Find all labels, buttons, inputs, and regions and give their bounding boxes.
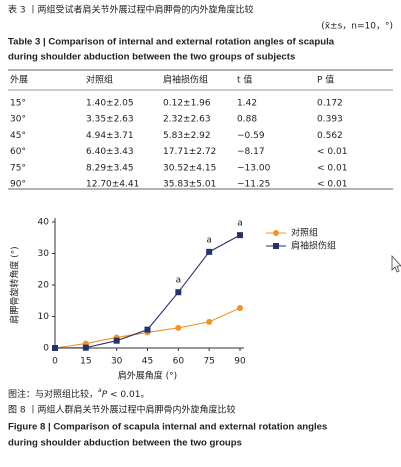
table-header: t 值 (237, 74, 252, 86)
figure-caption-en: during shoulder abduction between the tw… (8, 438, 242, 449)
table-cell: 2.32±2.63 (163, 115, 211, 125)
table-cell: < 0.01 (317, 163, 347, 173)
data-point (144, 326, 151, 333)
y-tick-label: 0 (43, 344, 49, 354)
table-cell: < 0.01 (317, 147, 347, 157)
data-point (237, 304, 243, 311)
x-tick-label: 0 (52, 357, 58, 367)
data-point (175, 324, 182, 331)
legend-label: 肩袖损伤组 (291, 240, 336, 252)
table-cell: 1.40±2.05 (86, 99, 134, 109)
data-point (82, 344, 89, 351)
table-cell: 0.562 (317, 131, 343, 141)
data-point (206, 248, 213, 255)
table-cell: 4.94±3.71 (86, 131, 134, 141)
table-header: P 值 (317, 74, 334, 86)
table-cell: 90° (10, 180, 26, 190)
table-cell: 17.71±2.72 (163, 147, 216, 157)
table-cell: 6.40±3.43 (86, 147, 134, 157)
table-title-en: during shoulder abduction between the tw… (8, 52, 295, 63)
table-cell: 60° (10, 147, 26, 157)
legend-marker (273, 243, 279, 249)
data-point (175, 289, 182, 296)
table-cell: 0.172 (317, 99, 343, 109)
table-header: 对照组 (86, 74, 113, 86)
table-cell: 45° (10, 131, 26, 141)
x-tick-label: 60 (173, 357, 185, 367)
table-title-en: Table 3 | Comparison of internal and ext… (8, 37, 335, 48)
table-cell: −8.17 (237, 147, 265, 157)
table-header: 肩袖损伤组 (163, 74, 208, 86)
note-p: P (102, 390, 108, 400)
x-tick-label: 75 (203, 357, 214, 367)
table-cell: 15° (10, 99, 26, 109)
table-cell: −11.25 (237, 180, 270, 190)
y-tick-label: 40 (38, 218, 50, 228)
data-point (52, 345, 58, 351)
annotation: a (237, 219, 243, 229)
x-tick-label: 15 (80, 357, 91, 367)
legend-marker (273, 230, 279, 236)
cursor-icon (391, 254, 401, 273)
table-cell: 0.88 (237, 115, 257, 125)
table-cell: 30° (10, 115, 26, 125)
x-tick-label: 45 (142, 357, 153, 367)
table-subtitle: (x̄±s，n=10，°) (321, 22, 393, 32)
table-cell: 12.70±4.41 (86, 180, 139, 190)
y-tick-label: 30 (38, 249, 50, 259)
data-point (113, 337, 120, 344)
y-tick-label: 10 (38, 312, 50, 322)
data-point (206, 318, 213, 325)
legend-label: 对照组 (291, 227, 318, 239)
table-cell: 8.29±3.45 (86, 163, 134, 173)
note-sup: a (98, 387, 102, 394)
table-cell: 1.42 (237, 99, 257, 109)
y-axis-label: 肩胛骨旋转角度 (°) (9, 246, 21, 323)
x-axis-label: 肩外展角度 (°) (118, 370, 177, 382)
data-point (237, 232, 243, 239)
table-cell: 35.83±5.01 (163, 180, 216, 190)
table-cell: 3.35±2.63 (86, 115, 134, 125)
table-cell: 5.83±2.92 (163, 131, 211, 141)
table-cell: 75° (10, 163, 26, 173)
table-cell: −13.00 (237, 163, 271, 173)
note-text: 图注：与对照组比较， (8, 388, 98, 400)
x-tick-label: 90 (234, 357, 246, 367)
table-cell: 0.12±1.96 (163, 99, 211, 109)
x-tick-label: 30 (111, 357, 123, 367)
table-header: 外展 (10, 74, 28, 86)
annotation: a (176, 276, 182, 286)
figure-caption-en: Figure 8 | Comparison of scapula interna… (8, 422, 327, 433)
table-cell: −0.59 (237, 131, 265, 141)
annotation: a (206, 235, 212, 245)
note-text: < 0.01。 (107, 390, 149, 400)
table-cell: 0.393 (317, 115, 343, 125)
figure-note: 图注：与对照组比较，aP < 0.01。 (8, 387, 149, 400)
table-title-cn: 表 3 丨两组受试者肩关节外展过程中肩胛骨的内外旋角度比较 (8, 4, 253, 16)
y-tick-label: 20 (38, 281, 50, 291)
figure-caption-cn: 图 8 丨两组人群肩关节外展过程中肩胛骨内外旋角度比较 (8, 404, 235, 416)
table-cell: < 0.01 (317, 180, 347, 190)
table-cell: 30.52±4.15 (163, 163, 216, 173)
